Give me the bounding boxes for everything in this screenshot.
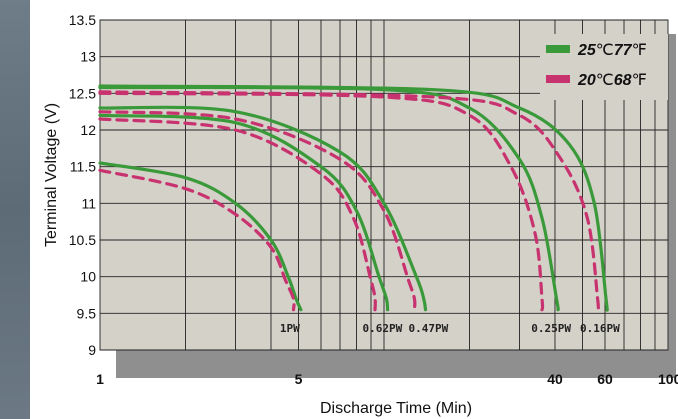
series-line-047PW-25c — [98, 105, 428, 312]
y-tick-label: 10.5 — [69, 232, 96, 248]
legend-label-part: 20 — [577, 72, 596, 89]
y-tick-label: 10 — [80, 269, 96, 285]
y-tick-label: 13.5 — [69, 12, 96, 28]
series-line-047PW-20c — [98, 110, 417, 312]
series-line-062PW-20c — [98, 117, 377, 312]
legend-swatch — [546, 45, 570, 53]
x-tick-label: 5 — [295, 371, 303, 387]
y-axis-title: Terminal Voltage (V) — [43, 103, 60, 247]
x-tick-label: 40 — [547, 371, 563, 387]
series-line-1PW-25c — [98, 161, 303, 312]
rate-annotation: 0.25PW — [531, 322, 571, 335]
legend-label: 25℃77℉ — [577, 42, 647, 59]
series-line-1PW-20c — [98, 168, 296, 312]
series-line-016PW-25c — [98, 84, 609, 312]
y-tick-label: 9.5 — [77, 305, 97, 321]
legend-label-part: 25 — [577, 42, 597, 59]
y-tick-label: 12.5 — [69, 85, 96, 101]
x-tick-label: 1 — [96, 371, 104, 387]
rate-annotation: 1PW — [280, 322, 300, 335]
legend-swatch — [546, 75, 570, 83]
y-tick-label: 13 — [80, 49, 96, 65]
legend-label: 20℃68℉ — [577, 72, 647, 89]
x-axis-title: Discharge Time (Min) — [320, 400, 472, 417]
legend-label-part: 68 — [614, 72, 632, 89]
legend-label-part: ℃ — [596, 42, 614, 59]
y-tick-label: 12 — [80, 122, 96, 138]
legend-label-part: 77 — [614, 42, 633, 59]
y-tick-label: 9 — [88, 342, 96, 358]
x-tick-label: 100 — [658, 371, 678, 387]
y-tick-label: 11 — [81, 195, 96, 211]
legend-label-part: ℉ — [632, 42, 647, 59]
series-line-062PW-25c — [98, 113, 390, 312]
rate-annotation: 0.47PW — [409, 322, 449, 335]
legend-label-part: ℃ — [596, 72, 614, 89]
series-line-016PW-20c — [98, 90, 600, 312]
y-tick-label: 11.5 — [70, 159, 96, 175]
rate-annotation: 0.16PW — [580, 322, 620, 335]
legend-label-part: ℉ — [632, 72, 647, 89]
x-tick-label: 60 — [597, 371, 613, 387]
decorative-side-strip — [0, 0, 30, 419]
rate-annotation: 0.62PW — [362, 322, 402, 335]
